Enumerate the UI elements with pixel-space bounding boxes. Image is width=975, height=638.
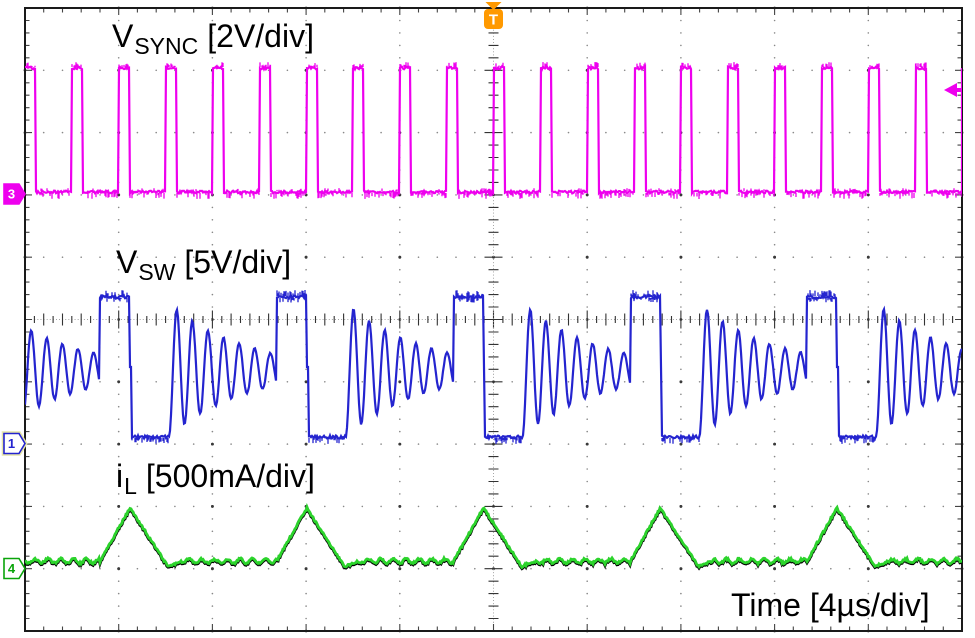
vsync-label-scale: [2V/div] [207,18,314,54]
vsync-label-base: V [112,18,134,54]
vsw-label-base: V [116,244,138,280]
il-label-scale: [500mA/div] [145,458,315,494]
timebase-label: Time [4µs/div] [731,587,930,623]
graticule [23,6,964,633]
il-label: iL [500mA/div] [116,458,315,498]
vsw-label-scale: [5V/div] [184,244,292,280]
vsw-label-subscript: SW [138,259,176,285]
channel-3-marker: 3 [3,183,26,205]
trigger-marker: T [484,2,503,29]
il-label-subscript: L [124,473,137,499]
svg-text:1: 1 [8,436,15,451]
vsync-trace [25,62,962,199]
vsync-label-subscript: SYNC [134,33,199,59]
svg-text:3: 3 [8,187,15,202]
channel-4-marker: 4 [3,557,26,580]
vsync-label: VSYNC [2V/div] [112,18,314,58]
trigger-letter: T [489,12,498,29]
trigger-level-arrow [944,83,962,97]
svg-text:4: 4 [8,561,16,576]
il-trace [25,502,962,571]
vsw-trace [25,290,962,444]
channel-1-marker: 1 [1,431,28,456]
trigger-arrow-icon [485,2,502,10]
il-label-base: i [116,458,124,494]
vsw-label: VSW [5V/div] [116,244,292,284]
